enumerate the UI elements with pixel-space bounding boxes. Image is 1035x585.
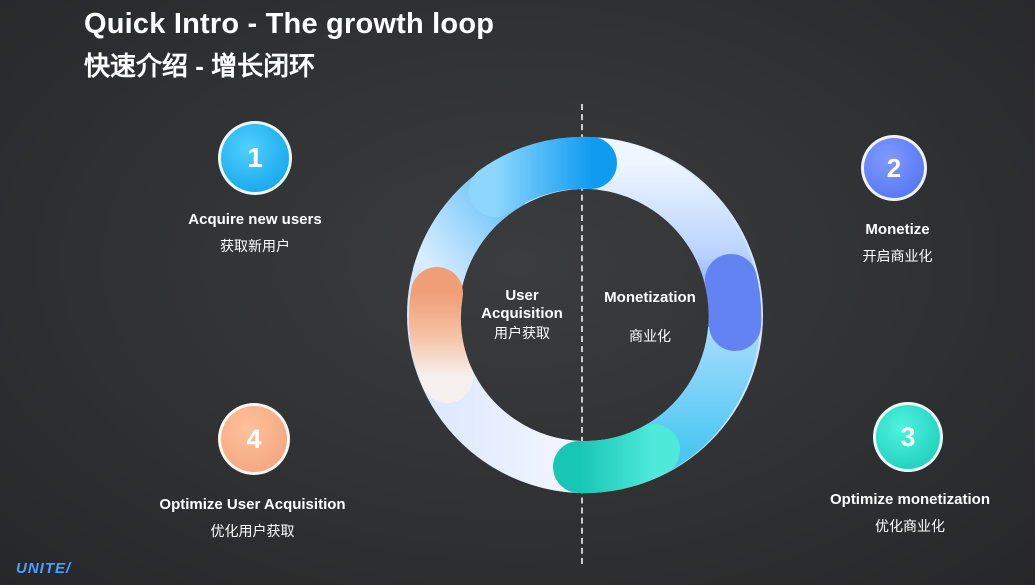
step-3-badge: 3: [873, 402, 943, 472]
step-1-title-zh: 获取新用户: [220, 238, 290, 254]
user-acquisition-label: User Acquisition 用户获取: [472, 287, 572, 342]
ring-segment-optimize-monetization: [553, 424, 680, 494]
step-4-title: Optimize User Acquisition: [159, 496, 346, 513]
slide-title: Quick Intro - The growth loop: [84, 8, 495, 40]
step-4-title-zh: 优化用户获取: [210, 523, 295, 539]
step-2-title-zh: 开启商业化: [862, 248, 933, 264]
step-3-title-zh: 优化商业化: [875, 518, 945, 534]
monetization-label-zh: 商业化: [629, 328, 671, 344]
ring-segment-acquire: [469, 136, 617, 217]
step-2-label: Monetize 开启商业化: [810, 221, 985, 266]
monetization-label: Monetization 商业化: [592, 289, 708, 346]
step-1-label: Acquire new users 获取新用户: [155, 211, 355, 256]
user-acquisition-label-zh: 用户获取: [494, 325, 550, 341]
ring-segment-monetize-cap: [705, 254, 762, 351]
step-1-badge: 1: [218, 121, 292, 195]
step-2-badge: 2: [861, 135, 927, 201]
step-1-title: Acquire new users: [188, 211, 322, 228]
unite-logo: UNITE/: [16, 560, 72, 577]
growth-loop-ring: [407, 136, 763, 494]
step-4-badge: 4: [218, 403, 290, 475]
step-4-label: Optimize User Acquisition 优化用户获取: [120, 496, 385, 541]
center-divider: [581, 104, 583, 564]
step-3-title: Optimize monetization: [829, 491, 990, 508]
ring-segment-optimize-ua: [409, 267, 473, 403]
step-2-title: Monetize: [865, 221, 930, 238]
slide-subtitle: 快速介绍 - 增长闭环: [84, 51, 316, 81]
step-3-label: Optimize monetization 优化商业化: [805, 491, 1015, 536]
user-acquisition-label-line2: Acquisition: [481, 305, 563, 322]
user-acquisition-label-line1: User: [505, 287, 539, 304]
monetization-label-en: Monetization: [604, 289, 696, 306]
